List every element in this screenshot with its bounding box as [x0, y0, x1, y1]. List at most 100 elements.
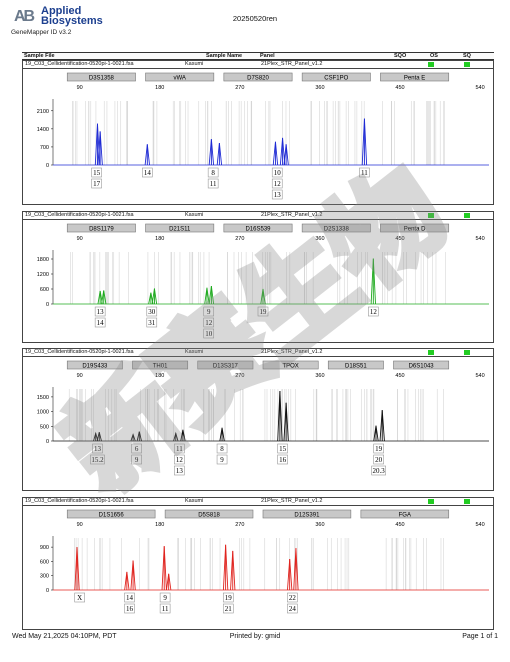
allele-label: 6 — [135, 445, 139, 453]
peak — [283, 402, 289, 442]
panel-panel: 21Plex_STR_Panel_v1.2 — [261, 61, 323, 67]
col-sqo: SQO — [394, 53, 407, 59]
allele-label: 11 — [176, 445, 183, 453]
marker-box — [301, 72, 371, 82]
marker-label: D5S818 — [198, 513, 220, 519]
marker-label: D8S1179 — [89, 227, 114, 233]
marker-box — [360, 509, 450, 519]
marker-fga: FGA — [360, 509, 450, 519]
col-sample-file: Sample File — [24, 53, 55, 59]
footer-printed-by: Printed by: gmid — [229, 633, 281, 640]
y-tick-label: 0 — [46, 588, 49, 594]
peak — [293, 548, 299, 591]
allele-label: 19 — [225, 594, 233, 602]
marker-label: D21S11 — [169, 227, 191, 233]
panel-sample-file: 19_C03_Cellidentification-0520pi-1-0021.… — [25, 349, 134, 355]
peak-trace — [74, 544, 299, 591]
marker-box — [66, 509, 156, 519]
marker-box — [327, 360, 384, 370]
allelic-ladder-bins — [74, 538, 444, 590]
allele-label: 8 — [220, 445, 224, 453]
x-tick-label: 360 — [315, 522, 324, 528]
allele-call-group: 14 — [142, 167, 153, 178]
marker-vwa: vWA — [145, 72, 215, 82]
marker-label: D12S391 — [294, 513, 320, 519]
peak — [222, 544, 229, 591]
allele-box — [174, 443, 185, 454]
allele-box — [90, 454, 105, 465]
allele-box — [203, 328, 215, 339]
marker-label: D16S539 — [245, 227, 271, 233]
peak — [144, 144, 150, 166]
marker-penta-e: Penta E — [380, 72, 450, 82]
peak-trace — [93, 390, 385, 442]
y-tick-label: 1800 — [37, 257, 49, 263]
marker-box — [164, 509, 254, 519]
peak — [379, 410, 385, 442]
y-tick-label: 1000 — [37, 410, 49, 416]
allele-label: 11 — [162, 605, 169, 613]
allele-box — [368, 306, 379, 317]
allele-box — [271, 167, 283, 178]
allele-box — [174, 465, 185, 476]
allele-box — [277, 454, 288, 465]
allelic-ladder-bins — [68, 389, 444, 441]
x-tick-label: 270 — [235, 236, 244, 242]
marker-label: D2S1338 — [324, 227, 350, 233]
col-sq: SQ — [463, 53, 471, 59]
x-tick-label: 450 — [395, 373, 404, 379]
y-tick-label: 0 — [46, 302, 49, 308]
allele-box — [222, 592, 234, 603]
allele-box — [91, 167, 102, 178]
allele-call-group: X — [74, 592, 85, 603]
quality-flag-box — [428, 499, 434, 504]
quality-flag-box — [428, 62, 434, 67]
panel-sample-row: 19_C03_Cellidentification-0520pi-1-0021.… — [23, 498, 493, 506]
allele-call-group: 12 — [368, 306, 379, 317]
allele-label: 8 — [211, 169, 215, 177]
allele-box — [207, 178, 219, 189]
allele-call-group: 9 12 10 — [203, 306, 215, 339]
allele-label: 9 — [163, 594, 167, 602]
peak-trace — [97, 258, 376, 305]
y-tick-label: 500 — [40, 424, 49, 430]
peak — [173, 431, 179, 442]
x-tick-label: 270 — [235, 522, 244, 528]
x-tick-label: 180 — [155, 85, 164, 91]
allele-label: 12 — [205, 319, 213, 327]
y-tick-label: 700 — [40, 145, 49, 151]
allele-label: 12 — [274, 180, 282, 188]
marker-label: D18S51 — [345, 364, 367, 370]
allele-label: 13 — [274, 191, 282, 199]
allele-box — [124, 592, 135, 603]
electropherogram-panel-black: 19_C03_Cellidentification-0520pi-1-0021.… — [22, 348, 494, 491]
panel-sample-row: 19_C03_Cellidentification-0520pi-1-0021.… — [23, 212, 493, 220]
allele-call-group: 911 — [159, 592, 171, 614]
quality-flag-box — [464, 350, 470, 355]
allele-label: 16 — [126, 605, 134, 613]
peak — [93, 431, 99, 442]
allele-box — [142, 167, 153, 178]
allele-box — [207, 167, 219, 178]
marker-box — [223, 72, 293, 82]
y-tick-label: 2100 — [37, 109, 49, 115]
marker-d1s1656: D1S1656 — [66, 509, 156, 519]
allele-label: 11 — [210, 180, 217, 188]
x-tick-label: 90 — [77, 373, 83, 379]
x-tick-label: 450 — [395, 236, 404, 242]
x-tick-label: 540 — [476, 236, 485, 242]
report-title: 20250520ren — [232, 14, 278, 23]
logo-line-2: Biosystems — [41, 15, 103, 27]
marker-tpox: TPOX — [262, 360, 319, 370]
allelic-ladder-bins — [70, 252, 446, 304]
peak — [283, 144, 289, 166]
allele-label: 31 — [148, 319, 156, 327]
marker-label: TPOX — [282, 364, 298, 370]
peak — [219, 427, 225, 442]
footer-date: Wed May 21,2025 04:10PM, PDT — [12, 633, 117, 640]
marker-box — [223, 223, 293, 233]
allele-box — [216, 454, 228, 465]
